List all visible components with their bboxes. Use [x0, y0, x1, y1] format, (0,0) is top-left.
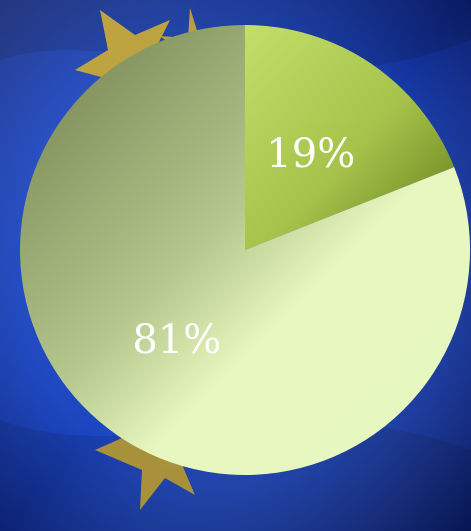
flag-star-icon: [95, 400, 205, 510]
pie-slice-label-1: 81%: [132, 317, 221, 363]
pie-slice-1: [19, 25, 470, 476]
pie-slice-0: [245, 25, 455, 250]
pie-slice-label-0: 19%: [266, 131, 355, 177]
